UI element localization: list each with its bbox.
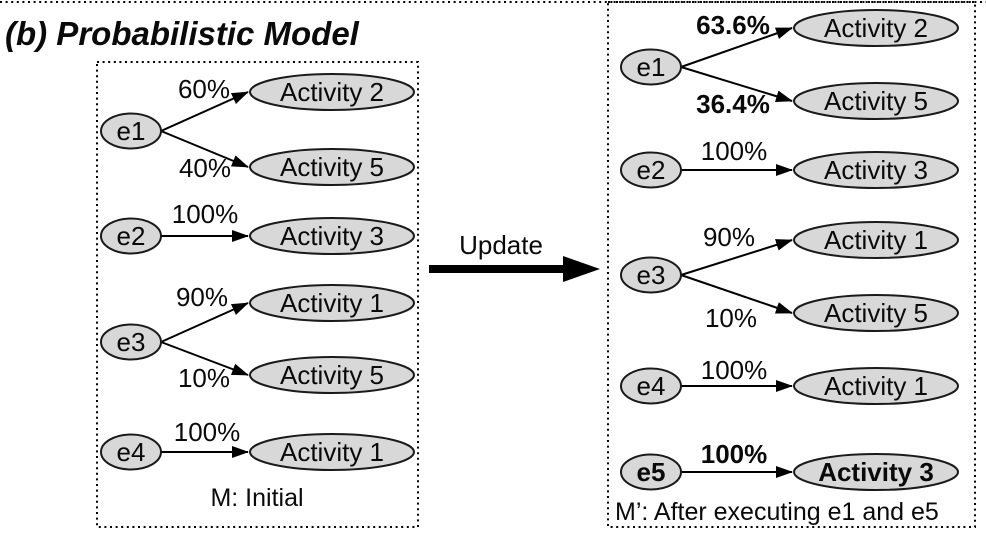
event-node <box>100 433 162 471</box>
activity-node <box>793 294 959 332</box>
event-node <box>620 367 682 405</box>
probability-label: 10% <box>705 303 757 333</box>
panel-updated: 63.6% Activity 2 36.4% Activity 5 e1 100% Acti… <box>620 9 959 491</box>
activity-label: Activity 3 <box>818 457 934 487</box>
event-label: e4 <box>117 437 146 467</box>
update-label: Update <box>459 230 543 260</box>
probability-label: 90% <box>703 222 755 252</box>
panel-box-initial <box>96 61 419 528</box>
activity-node <box>249 73 415 111</box>
activity-node <box>249 148 415 186</box>
event-node <box>620 256 682 294</box>
activity-label: Activity 1 <box>280 288 384 318</box>
edge-arrow <box>160 341 249 376</box>
activity-label: Activity 5 <box>280 152 384 182</box>
figure-title: (b) Probabilistic Model <box>5 15 360 52</box>
edge-arrow <box>160 130 249 168</box>
activity-label: Activity 2 <box>280 77 384 107</box>
probability-label: 100% <box>172 199 239 229</box>
probability-label: 36.4% <box>696 89 770 119</box>
event-label: e2 <box>637 155 666 185</box>
event-node <box>100 217 162 255</box>
activity-label: Activity 5 <box>824 298 928 328</box>
activity-label: Activity 3 <box>824 155 928 185</box>
activity-label: Activity 5 <box>280 360 384 390</box>
event-node <box>620 151 682 189</box>
event-label: e2 <box>117 221 146 251</box>
probability-label: 100% <box>174 417 241 447</box>
probability-label: 100% <box>701 439 768 469</box>
activity-node <box>793 367 959 405</box>
probability-label: 100% <box>701 355 768 385</box>
event-label: e3 <box>117 327 146 357</box>
panel-box-updated <box>607 1 976 528</box>
edge-arrow <box>160 91 249 132</box>
activity-node <box>249 284 415 322</box>
activity-node <box>793 151 959 189</box>
activity-node <box>793 221 959 259</box>
edge-arrow <box>680 27 793 68</box>
probability-label: 90% <box>176 282 228 312</box>
edge-arrow <box>160 302 249 343</box>
update-arrow-group: Update <box>429 230 600 282</box>
event-label: e1 <box>117 116 146 146</box>
activity-label: Activity 5 <box>824 86 928 116</box>
probability-label: 10% <box>178 363 230 393</box>
activity-node <box>249 217 415 255</box>
update-arrow-head <box>563 256 600 282</box>
edge-arrow <box>680 66 793 103</box>
activity-node <box>793 82 959 120</box>
edge-arrow <box>680 239 793 276</box>
event-label: e3 <box>637 260 666 290</box>
probability-label: 60% <box>178 74 230 104</box>
probability-label: 100% <box>701 136 768 166</box>
event-node <box>100 323 162 361</box>
event-label: e5 <box>637 457 666 487</box>
panel-initial: 60% Activity 2 40% Activity 5 e1 100% Activity… <box>100 73 415 471</box>
activity-label: Activity 2 <box>824 13 928 43</box>
activity-label: Activity 3 <box>280 221 384 251</box>
activity-label: Activity 1 <box>824 225 928 255</box>
panel-caption-updated: M’: After executing e1 and e5 <box>615 498 939 526</box>
activity-node <box>249 433 415 471</box>
activity-label: Activity 1 <box>280 437 384 467</box>
edge-arrow <box>680 274 793 314</box>
probability-label: 63.6% <box>696 10 770 40</box>
event-label: e4 <box>637 371 666 401</box>
activity-label: Activity 1 <box>824 371 928 401</box>
event-node <box>100 112 162 150</box>
activity-node <box>793 9 959 47</box>
activity-node <box>793 453 959 491</box>
event-label: e1 <box>637 52 666 82</box>
event-node <box>620 453 682 491</box>
probability-label: 40% <box>179 153 231 183</box>
activity-node <box>249 356 415 394</box>
panel-caption-initial: M: Initial <box>210 484 303 512</box>
event-node <box>620 48 682 86</box>
